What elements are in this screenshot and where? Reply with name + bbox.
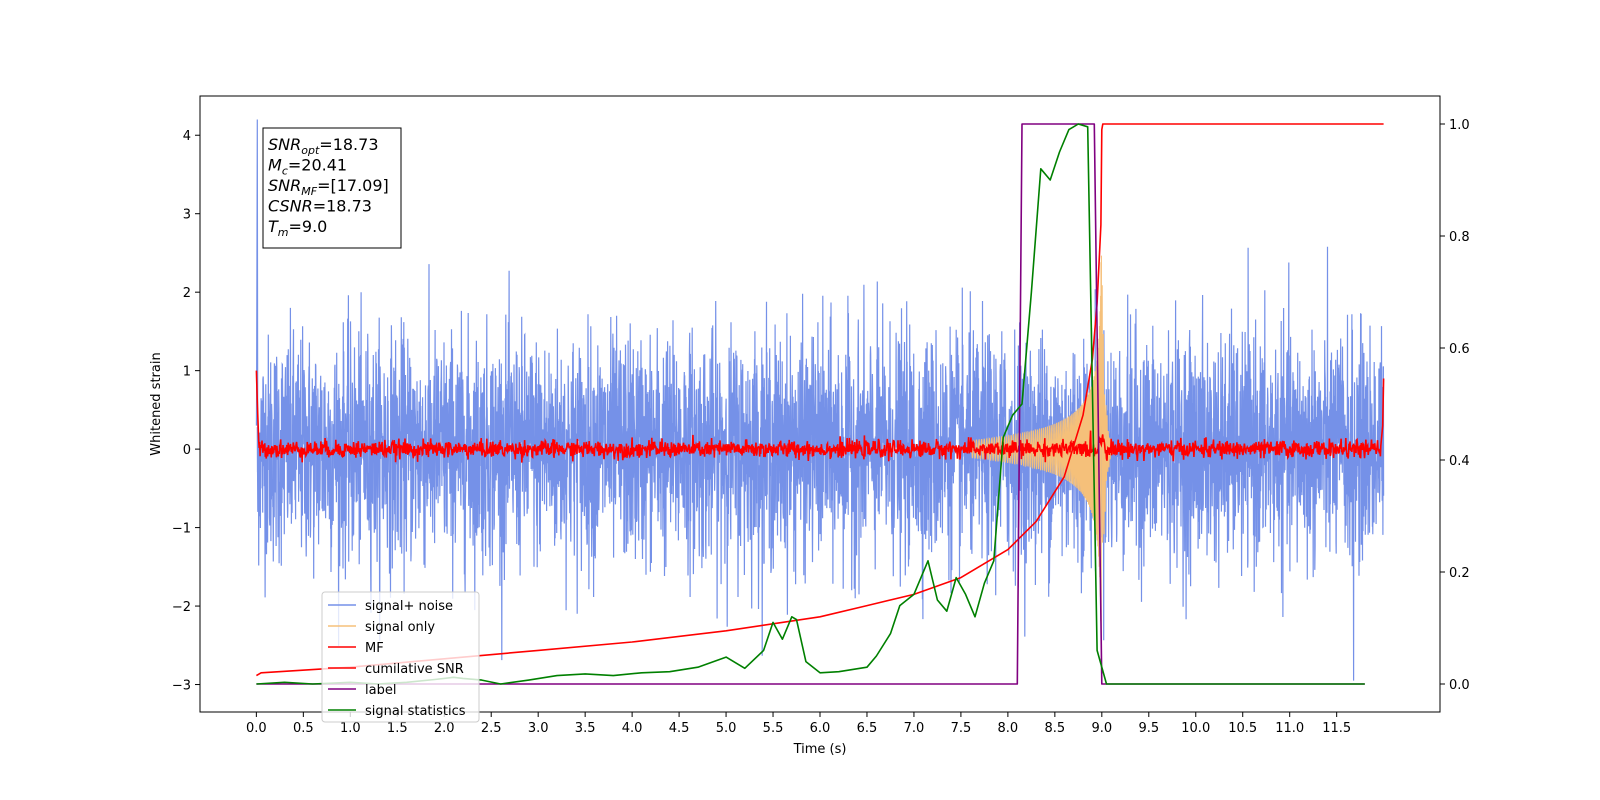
x-tick-label: 6.5 bbox=[857, 721, 878, 736]
right-y-axis-ticks: 0.0 0.2 0.4 0.6 0.8 1.0 bbox=[1440, 118, 1470, 693]
annotation-frame bbox=[262, 127, 402, 249]
x-axis-label: Time (s) bbox=[793, 742, 847, 757]
annotation-line: CSNR=18.73 bbox=[268, 197, 372, 216]
annotation-value: =18.73 bbox=[319, 135, 378, 154]
x-tick-label: 3.0 bbox=[528, 721, 549, 736]
x-tick-label: 7.0 bbox=[904, 721, 925, 736]
annotation-box: SNRopt=18.73Mc=20.41SNRMF=[17.09]CSNR=18… bbox=[262, 127, 402, 249]
annotation-subscript: m bbox=[278, 226, 289, 239]
annotation-line: SNRMF=[17.09] bbox=[268, 176, 389, 198]
x-tick-label: 9.0 bbox=[1091, 721, 1112, 736]
annotation-symbol: SNR bbox=[268, 135, 301, 154]
legend-frame bbox=[321, 591, 480, 723]
left-y-tick-label: −1 bbox=[172, 522, 191, 537]
legend-entry-label: signal+ noise bbox=[365, 599, 453, 614]
annotation-symbol: T bbox=[268, 217, 279, 236]
annotation-subscript: MF bbox=[301, 185, 317, 198]
annotation-symbol: M bbox=[268, 156, 282, 175]
x-tick-label: 9.5 bbox=[1138, 721, 1159, 736]
series-signal-only bbox=[969, 255, 1125, 643]
legend-entry-label: cumilative SNR bbox=[365, 662, 464, 677]
annotation-subscript: opt bbox=[301, 144, 320, 157]
x-tick-label: 1.0 bbox=[340, 721, 361, 736]
x-tick-label: 2.5 bbox=[481, 721, 502, 736]
y-axis-label: Whitened strain bbox=[149, 352, 164, 455]
x-tick-label: 3.5 bbox=[575, 721, 596, 736]
x-tick-label: 0.5 bbox=[293, 721, 314, 736]
x-axis-ticks: 0.0 0.5 1.0 1.5 2.0 2.5 3.0 3.5 4.0 4.5 5.0 5.5 6.0 6… bbox=[246, 712, 1351, 736]
x-tick-label: 6.0 bbox=[810, 721, 831, 736]
annotation-symbol: SNR bbox=[268, 176, 301, 195]
annotation-symbol: CSNR bbox=[268, 197, 313, 216]
x-tick-label: 4.5 bbox=[669, 721, 690, 736]
annotation-subscript: c bbox=[282, 165, 288, 178]
legend-entry-label: label bbox=[365, 683, 396, 698]
left-y-tick-label: 1 bbox=[183, 365, 191, 380]
series-signal-noise bbox=[255, 119, 1385, 681]
annotation-line: SNRopt=18.73 bbox=[268, 135, 379, 157]
right-y-tick-label: 0.4 bbox=[1449, 454, 1470, 469]
annotation-value: =[17.09] bbox=[317, 176, 389, 195]
x-tick-label: 5.5 bbox=[763, 721, 784, 736]
x-tick-label: 2.0 bbox=[434, 721, 455, 736]
left-y-tick-label: 4 bbox=[183, 129, 191, 144]
annotation-value: =20.41 bbox=[288, 156, 347, 175]
x-tick-label: 11.0 bbox=[1275, 721, 1304, 736]
x-tick-label: 10.5 bbox=[1228, 721, 1257, 736]
right-y-tick-label: 0.8 bbox=[1449, 230, 1470, 245]
x-tick-label: 8.5 bbox=[1045, 721, 1066, 736]
right-y-tick-label: 0.0 bbox=[1449, 678, 1470, 693]
annotation-value: =9.0 bbox=[289, 217, 328, 236]
legend-entry-label: MF bbox=[365, 641, 384, 656]
x-tick-label: 10.0 bbox=[1181, 721, 1210, 736]
legend: signal+ noise signal only MF cumilative SNR… bbox=[321, 591, 480, 723]
legend-entry-label: signal only bbox=[365, 620, 435, 635]
annotation-line: Tm=9.0 bbox=[268, 217, 327, 239]
annotation-line: Mc=20.41 bbox=[268, 156, 347, 178]
x-tick-label: 7.5 bbox=[951, 721, 972, 736]
left-y-axis-ticks: −3 −2 −1 0 1 2 3 4 bbox=[172, 129, 200, 694]
left-y-tick-label: 3 bbox=[183, 208, 191, 223]
legend-entry-label: signal statistics bbox=[365, 704, 466, 719]
x-tick-label: 4.0 bbox=[622, 721, 643, 736]
left-y-tick-label: 0 bbox=[183, 443, 191, 458]
left-y-tick-label: 2 bbox=[183, 286, 191, 301]
x-tick-label: 8.0 bbox=[998, 721, 1019, 736]
right-y-tick-label: 0.2 bbox=[1449, 566, 1470, 581]
left-y-tick-label: −2 bbox=[172, 600, 191, 615]
right-y-tick-label: 0.6 bbox=[1449, 342, 1470, 357]
annotation-value: =18.73 bbox=[313, 197, 372, 216]
x-tick-label: 5.0 bbox=[716, 721, 737, 736]
series-mf bbox=[255, 370, 1385, 463]
right-y-tick-label: 1.0 bbox=[1449, 118, 1470, 133]
x-tick-label: 11.5 bbox=[1322, 721, 1351, 736]
left-y-tick-label: −3 bbox=[172, 679, 191, 694]
series-signal-statistics bbox=[256, 123, 1365, 685]
x-tick-label: 1.5 bbox=[387, 721, 408, 736]
x-tick-label: 0.0 bbox=[246, 721, 267, 736]
